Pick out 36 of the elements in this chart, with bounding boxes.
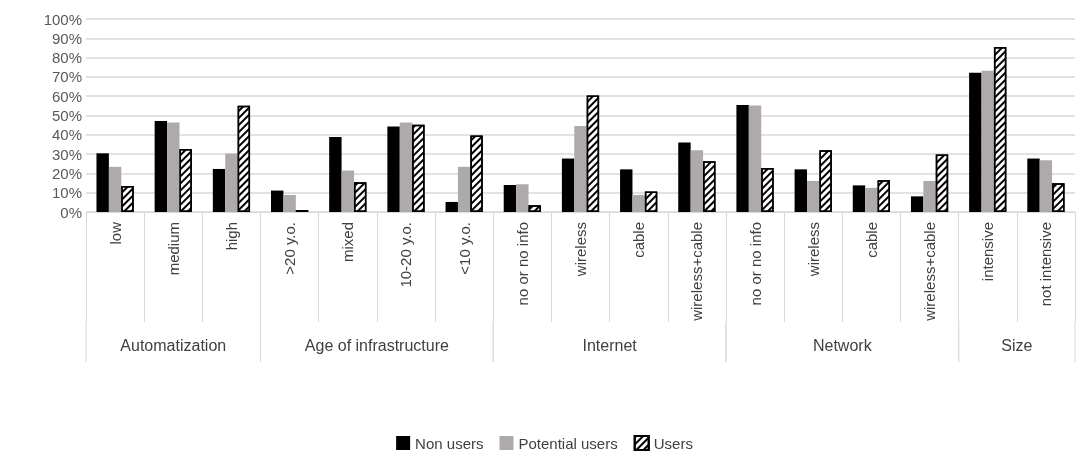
text: Network — [812, 336, 873, 354]
x-tick-label: wireless — [572, 222, 589, 278]
x-tick-label: no or no info — [513, 222, 531, 306]
x-tick-label: mixed — [339, 222, 357, 263]
y-tick-label: 10% — [51, 184, 82, 202]
x-tick-label: <10 y.o. — [455, 222, 473, 275]
x-tick-label: 10-20 y.o. — [397, 222, 415, 288]
x-tick-label: low — [106, 221, 124, 245]
x-tick-label: medium — [164, 222, 182, 276]
y-tick-label: 40% — [51, 126, 82, 144]
x-tick-label: not intensive — [1037, 222, 1055, 307]
text: Age of infrastructure — [304, 336, 450, 354]
y-tick-label: 0% — [60, 203, 82, 221]
y-tick-label: 60% — [51, 87, 82, 105]
x-tick-label: wireless+cable — [688, 222, 706, 322]
x-tick-label: wireless — [804, 222, 822, 278]
legend-label: Users — [653, 434, 693, 452]
y-tick-label: 80% — [51, 49, 82, 67]
y-tick-label: 20% — [51, 164, 82, 182]
y-tick-label: 100% — [43, 10, 82, 28]
x-tick-label: cable — [862, 222, 880, 258]
x-tick-label: intensive — [979, 222, 997, 282]
x-tick-label: no or no info — [746, 222, 764, 306]
legend-label: Non users — [415, 434, 484, 452]
x-tick-label: cable — [630, 222, 648, 258]
y-tick-label: 90% — [51, 29, 82, 47]
text: Automatization — [120, 336, 227, 354]
x-tick-label: >20 y.o. — [281, 222, 299, 275]
x-tick-label: wireless+cable — [921, 222, 939, 322]
text: Size — [1001, 336, 1033, 354]
legend-label: Potential users — [518, 434, 618, 452]
text: Internet — [582, 336, 638, 354]
x-tick-label: high — [222, 222, 240, 251]
y-tick-label: 30% — [51, 145, 82, 163]
y-tick-label: 70% — [51, 68, 82, 86]
y-tick-label: 50% — [51, 107, 82, 124]
